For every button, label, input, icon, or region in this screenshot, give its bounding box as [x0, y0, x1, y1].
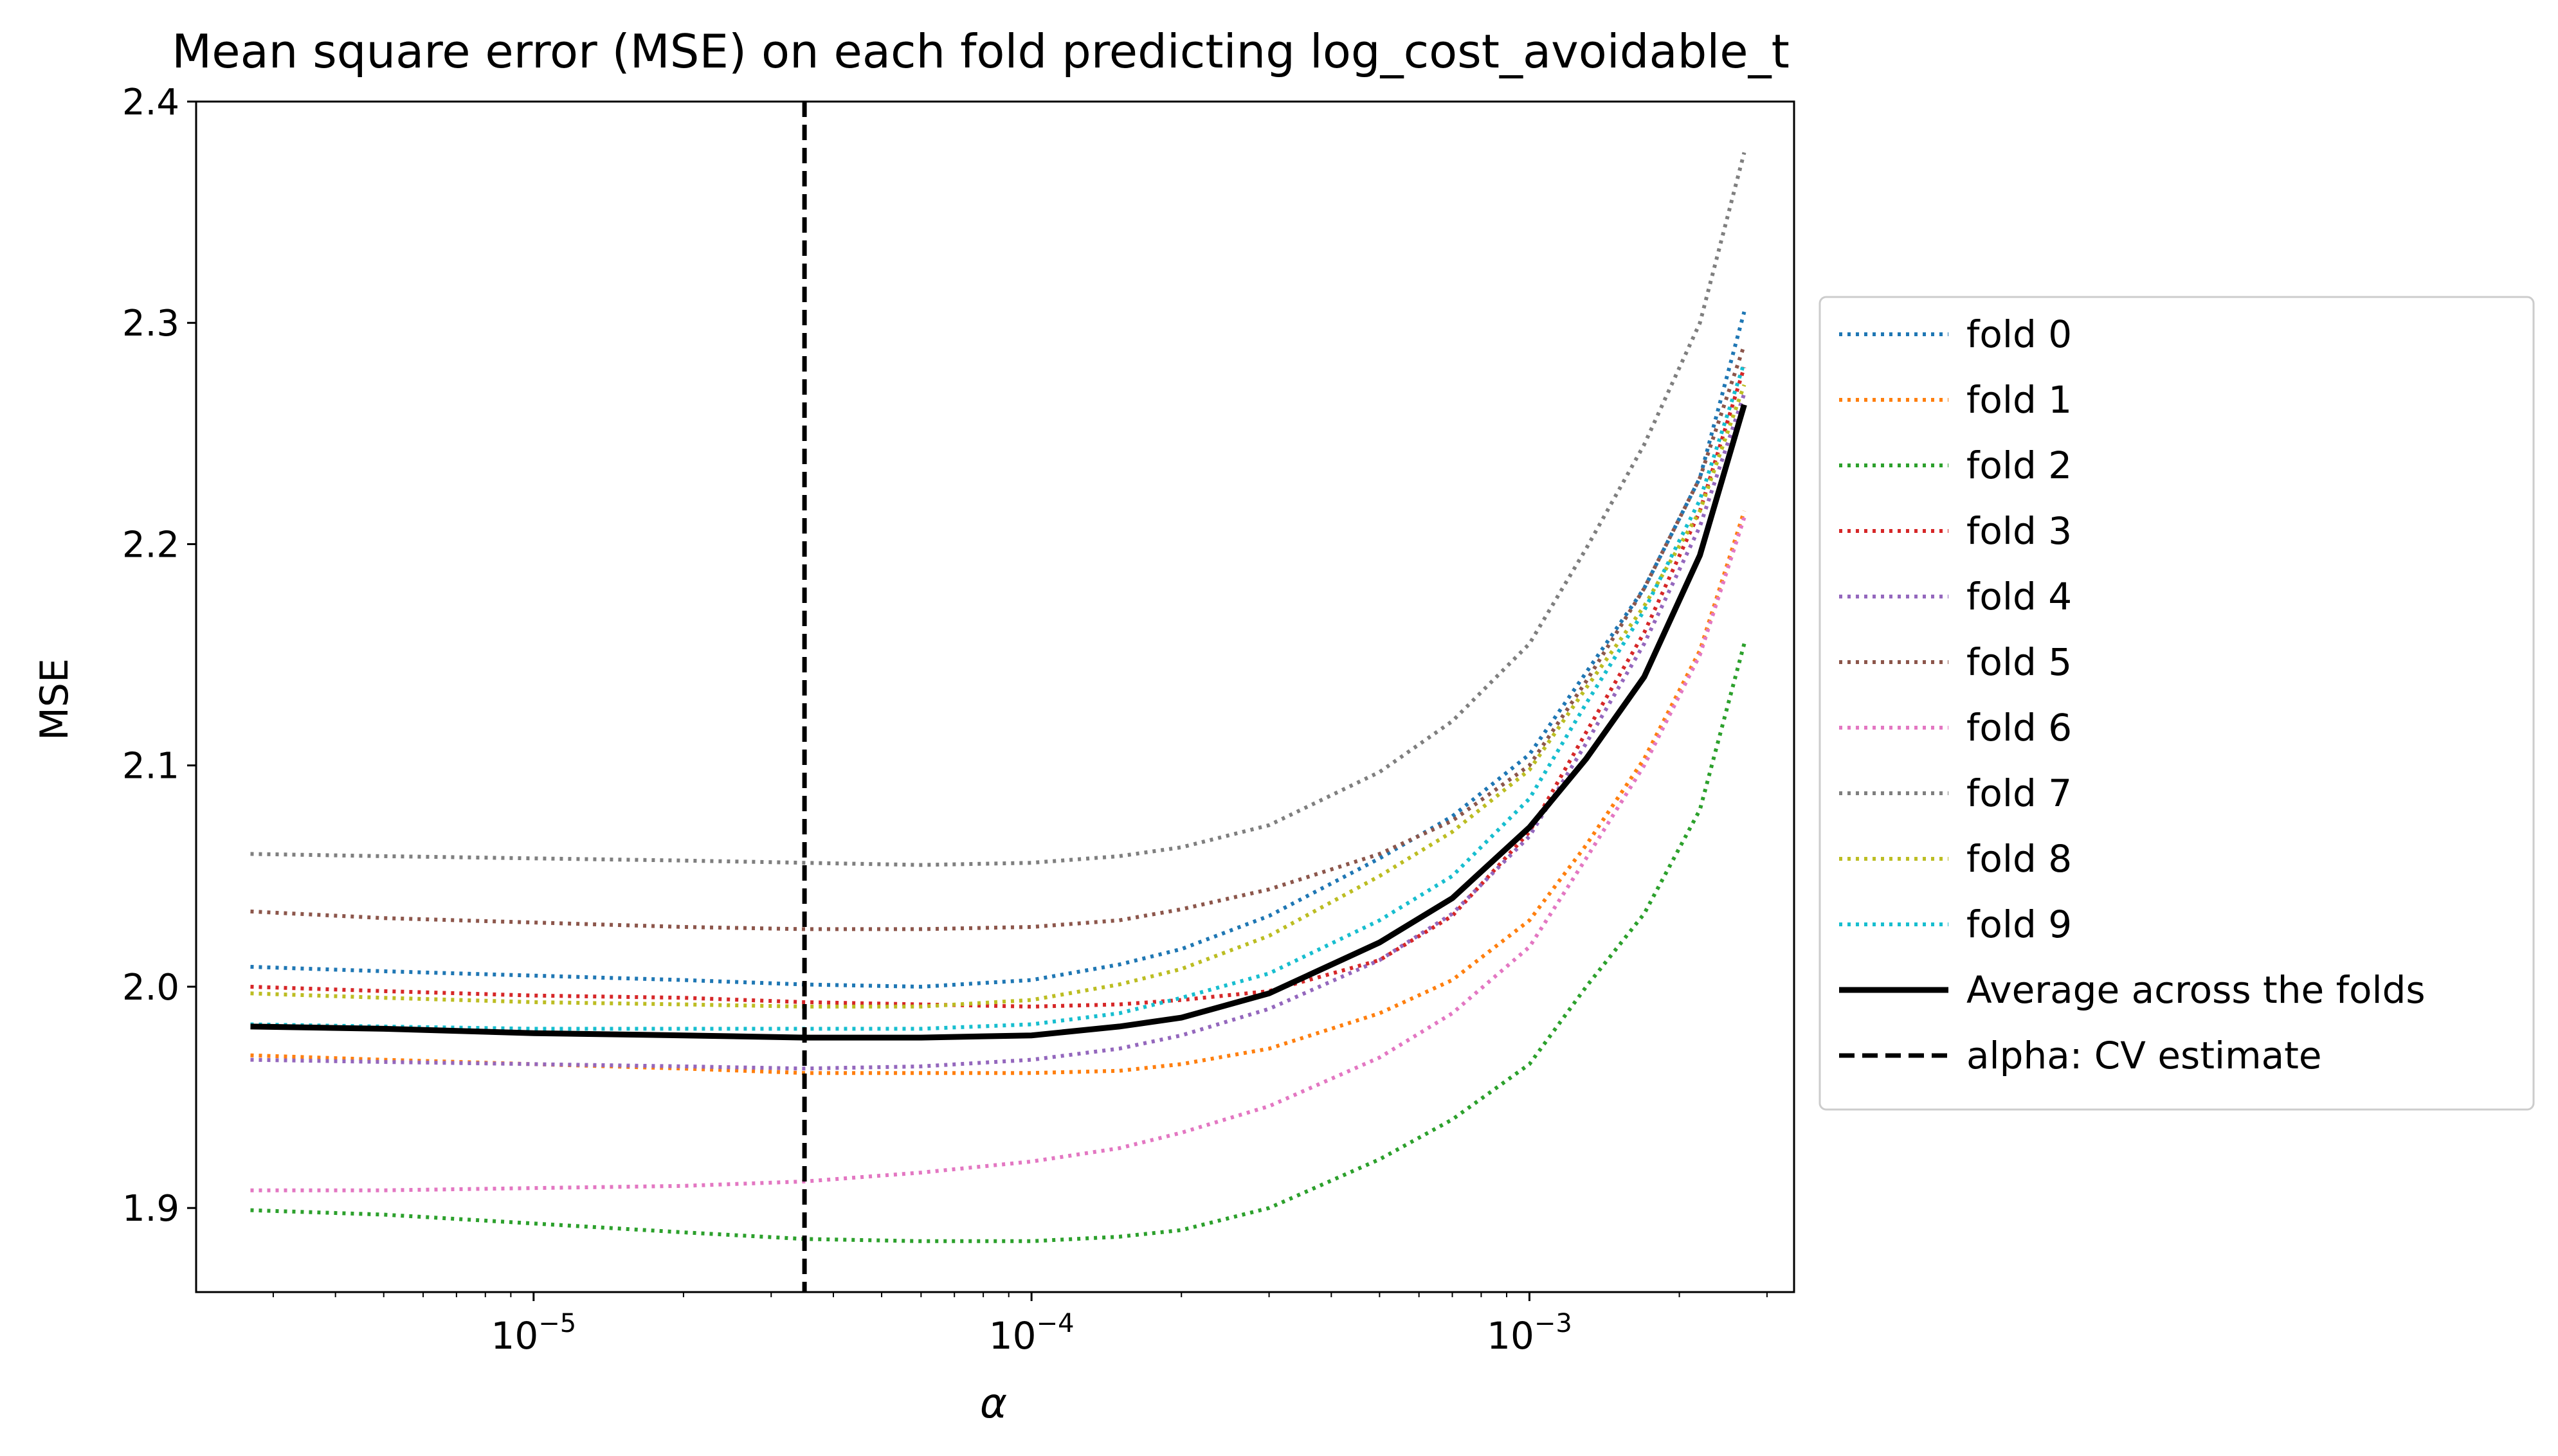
series-line-fold-7	[250, 152, 1746, 867]
legend-label: alpha: CV estimate	[1966, 1034, 2322, 1077]
legend-box	[1819, 296, 2535, 1111]
legend: fold 0 fold 1 fold 2 fold 3 fold 4 fold 5 fold…	[1819, 296, 2535, 1111]
series-line-fold-1	[250, 510, 1746, 1075]
legend-label: fold 3	[1966, 509, 2072, 553]
series-line-fold-3	[250, 366, 1746, 1009]
x-tick-label: 10−3	[1487, 1309, 1572, 1358]
y-tick-label: 1.9	[122, 1188, 179, 1230]
axes-frame	[195, 100, 1795, 1293]
series-line-fold-5	[250, 344, 1746, 931]
legend-label: Average across the folds	[1966, 968, 2426, 1012]
plot-area	[250, 102, 1747, 1292]
axes: 1.9 2.0 2.1 2.2 2.3 2.4 10−5 10−4 10−3	[122, 82, 1795, 1358]
y-tick-label: 2.4	[122, 82, 179, 123]
x-tick-label: 10−4	[989, 1309, 1075, 1358]
legend-label: fold 5	[1966, 640, 2072, 684]
legend-label: fold 8	[1966, 837, 2072, 881]
series-line-fold-6	[250, 517, 1746, 1192]
legend-label: fold 1	[1966, 378, 2072, 422]
series-line-average	[250, 404, 1747, 1041]
series-line-fold-4	[250, 393, 1746, 1071]
series-line-fold-8	[250, 384, 1746, 1009]
series-line-fold-9	[250, 362, 1746, 1031]
y-tick-label: 2.2	[122, 524, 179, 566]
legend-label: fold 7	[1966, 771, 2072, 815]
legend-label: fold 0	[1966, 312, 2072, 356]
y-tick-label: 2.3	[122, 303, 179, 345]
legend-label: fold 4	[1966, 575, 2072, 618]
series-line-fold-0	[250, 311, 1746, 989]
x-axis-label: α	[980, 1380, 1007, 1428]
legend-label: fold 6	[1966, 706, 2072, 750]
chart-title: Mean square error (MSE) on each fold pre…	[172, 24, 1790, 78]
x-tick-label: 10−5	[491, 1309, 576, 1358]
series-line-fold-2	[250, 643, 1746, 1243]
y-axis-label: MSE	[32, 658, 77, 741]
legend-label: fold 9	[1966, 903, 2072, 946]
legend-label: fold 2	[1966, 444, 2072, 487]
y-tick-label: 2.1	[122, 746, 179, 787]
y-tick-label: 2.0	[122, 967, 179, 1009]
